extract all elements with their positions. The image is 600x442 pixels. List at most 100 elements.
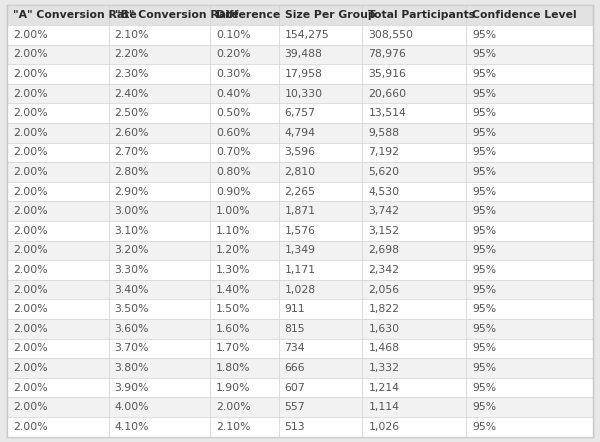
Text: 1.10%: 1.10% <box>216 226 251 236</box>
Bar <box>7 319 593 339</box>
Text: 95%: 95% <box>472 226 496 236</box>
Text: 2.70%: 2.70% <box>115 147 149 157</box>
Text: 2.00%: 2.00% <box>13 304 48 314</box>
Text: 1,026: 1,026 <box>368 422 400 432</box>
Text: 95%: 95% <box>472 147 496 157</box>
Text: 95%: 95% <box>472 422 496 432</box>
Text: 1.60%: 1.60% <box>216 324 251 334</box>
Bar <box>7 339 593 358</box>
Text: 95%: 95% <box>472 128 496 138</box>
Text: 0.80%: 0.80% <box>216 167 251 177</box>
Bar <box>7 84 593 103</box>
Text: 95%: 95% <box>472 30 496 40</box>
Text: 2.00%: 2.00% <box>13 226 48 236</box>
Text: 2,698: 2,698 <box>368 245 400 255</box>
Text: 1,028: 1,028 <box>284 285 316 295</box>
Text: 666: 666 <box>284 363 305 373</box>
Text: 607: 607 <box>284 383 305 392</box>
Text: 308,550: 308,550 <box>368 30 413 40</box>
Text: 2.00%: 2.00% <box>13 30 48 40</box>
Text: 3,152: 3,152 <box>368 226 400 236</box>
Text: 4.10%: 4.10% <box>115 422 149 432</box>
Text: 0.30%: 0.30% <box>216 69 251 79</box>
Text: Difference: Difference <box>216 10 280 20</box>
Text: 95%: 95% <box>472 88 496 99</box>
Text: 1,468: 1,468 <box>368 343 400 354</box>
Text: 0.50%: 0.50% <box>216 108 251 118</box>
Text: 2,342: 2,342 <box>368 265 400 275</box>
Bar <box>7 260 593 280</box>
Text: 20,660: 20,660 <box>368 88 407 99</box>
Text: 2.20%: 2.20% <box>115 50 149 59</box>
Text: 1.40%: 1.40% <box>216 285 251 295</box>
Text: 1,171: 1,171 <box>284 265 316 275</box>
Text: 3.00%: 3.00% <box>115 206 149 216</box>
Bar <box>7 280 593 299</box>
Text: 2.00%: 2.00% <box>13 50 48 59</box>
Text: 13,514: 13,514 <box>368 108 406 118</box>
Text: 557: 557 <box>284 402 305 412</box>
Text: 2,056: 2,056 <box>368 285 400 295</box>
Text: 95%: 95% <box>472 167 496 177</box>
Text: 2.00%: 2.00% <box>13 206 48 216</box>
Text: 734: 734 <box>284 343 305 354</box>
Text: 154,275: 154,275 <box>284 30 329 40</box>
Text: 2.10%: 2.10% <box>115 30 149 40</box>
Text: "B" Conversion Rate: "B" Conversion Rate <box>115 10 238 20</box>
Text: 2.00%: 2.00% <box>13 343 48 354</box>
Text: 2.00%: 2.00% <box>13 245 48 255</box>
Bar <box>7 417 593 437</box>
Text: 95%: 95% <box>472 187 496 197</box>
Text: 1.30%: 1.30% <box>216 265 251 275</box>
Text: 2.40%: 2.40% <box>115 88 149 99</box>
Text: 2.00%: 2.00% <box>13 187 48 197</box>
Bar <box>7 103 593 123</box>
Bar <box>7 25 593 45</box>
Text: 815: 815 <box>284 324 305 334</box>
Bar <box>7 397 593 417</box>
Text: 4,530: 4,530 <box>368 187 400 197</box>
Bar <box>7 64 593 84</box>
Text: 2.00%: 2.00% <box>216 402 251 412</box>
Text: 3.50%: 3.50% <box>115 304 149 314</box>
Text: Total Participants: Total Participants <box>368 10 476 20</box>
Bar <box>7 182 593 202</box>
Text: 0.90%: 0.90% <box>216 187 251 197</box>
Text: 95%: 95% <box>472 285 496 295</box>
Text: Confidence Level: Confidence Level <box>472 10 577 20</box>
Text: 2.00%: 2.00% <box>13 324 48 334</box>
Bar <box>7 123 593 143</box>
Text: 0.20%: 0.20% <box>216 50 251 59</box>
Text: 0.70%: 0.70% <box>216 147 251 157</box>
Text: "A" Conversion Rate: "A" Conversion Rate <box>13 10 137 20</box>
Text: 95%: 95% <box>472 50 496 59</box>
Text: 1.90%: 1.90% <box>216 383 251 392</box>
Bar <box>7 5 593 25</box>
Bar <box>7 378 593 397</box>
Bar <box>7 202 593 221</box>
Text: 2.00%: 2.00% <box>13 383 48 392</box>
Text: 6,757: 6,757 <box>284 108 316 118</box>
Bar <box>7 358 593 378</box>
Text: 95%: 95% <box>472 363 496 373</box>
Text: 95%: 95% <box>472 402 496 412</box>
Text: 3,742: 3,742 <box>368 206 400 216</box>
Text: 2.00%: 2.00% <box>13 108 48 118</box>
Text: 513: 513 <box>284 422 305 432</box>
Text: 3.10%: 3.10% <box>115 226 149 236</box>
Text: 95%: 95% <box>472 265 496 275</box>
Text: 2.00%: 2.00% <box>13 88 48 99</box>
Text: 78,976: 78,976 <box>368 50 406 59</box>
Text: 1,822: 1,822 <box>368 304 400 314</box>
Bar <box>7 143 593 162</box>
Text: 2.80%: 2.80% <box>115 167 149 177</box>
Text: 4.00%: 4.00% <box>115 402 149 412</box>
Text: 3.30%: 3.30% <box>115 265 149 275</box>
Text: 95%: 95% <box>472 206 496 216</box>
Text: 2.50%: 2.50% <box>115 108 149 118</box>
Text: 3.20%: 3.20% <box>115 245 149 255</box>
Text: 2.00%: 2.00% <box>13 363 48 373</box>
Bar <box>7 299 593 319</box>
Text: 10,330: 10,330 <box>284 88 323 99</box>
Text: 3.90%: 3.90% <box>115 383 149 392</box>
